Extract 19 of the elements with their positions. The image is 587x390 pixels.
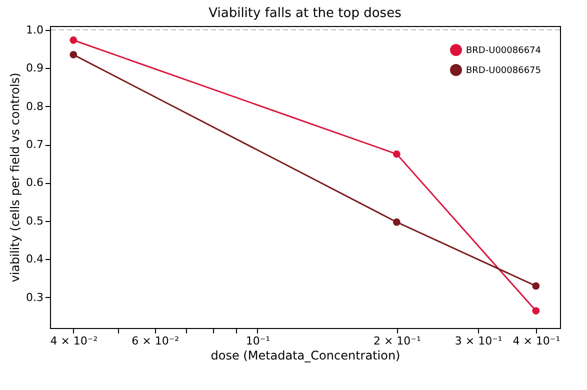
x-tick-label: 2 × 10⁻¹: [373, 334, 421, 348]
legend-label: BRD-U00086675: [466, 66, 542, 76]
y-tick-label: 0.6: [26, 176, 44, 190]
y-tick-label: 0.8: [26, 100, 44, 113]
x-tick-label: 4 × 10⁻²: [50, 334, 98, 348]
x-tick-label: 10⁻¹: [246, 334, 270, 348]
y-tick-label: 0.3: [26, 290, 44, 304]
legend-label: BRD-U00086674: [466, 46, 542, 56]
y-tick-label: 1.0: [26, 23, 44, 36]
x-tick-label: 6 × 10⁻²: [132, 334, 180, 348]
x-tick-label: 4 × 10⁻¹: [512, 334, 560, 348]
y-tick-label: 0.9: [26, 62, 44, 75]
chart-title: Viability falls at the top doses: [208, 6, 402, 21]
x-axis-title: dose (Metadata_Concentration): [210, 348, 400, 362]
y-tick-label: 0.4: [26, 252, 44, 266]
y-tick-label: 0.5: [26, 214, 44, 228]
y-axis-title: viability (cells per field vs controls): [8, 72, 22, 282]
x-tick-label: 3 × 10⁻¹: [454, 334, 502, 348]
y-tick-label: 0.7: [26, 138, 44, 152]
